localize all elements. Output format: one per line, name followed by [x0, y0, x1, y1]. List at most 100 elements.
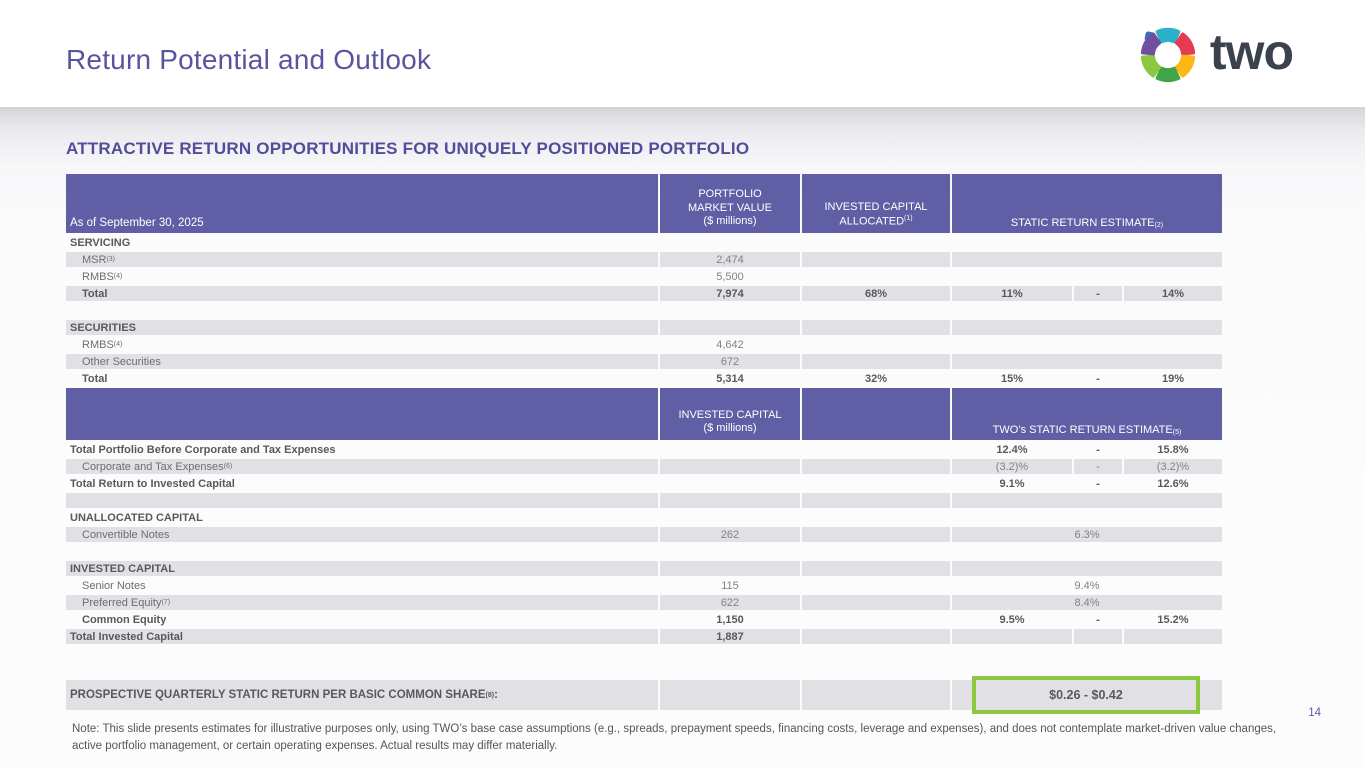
portfolio-table: As of September 30, 2025 PORTFOLIO MARKE…: [66, 174, 1222, 714]
cell-capital-allocated: [802, 595, 950, 610]
header2-empty-label: [66, 388, 658, 440]
prospective-label: PROSPECTIVE QUARTERLY STATIC RETURN PER …: [66, 680, 658, 710]
table-row: RMBS (4) 4,642: [66, 337, 1222, 352]
row-label: Total Invested Capital: [66, 629, 658, 644]
cell-static-return: 15% -19%: [1000, 372, 1185, 385]
cell-market-value: 5,314: [716, 372, 744, 385]
table-row: Total Invested Capital 1,887: [66, 629, 1222, 644]
prospective-empty-mv: [660, 680, 800, 710]
table-row: Convertible Notes 262 6.3%: [66, 527, 1222, 542]
row-label: MSR (3): [66, 252, 658, 267]
cell-market-value: 622: [660, 595, 800, 610]
row-label: SECURITIES: [66, 320, 658, 335]
row-label: Total Return to Invested Capital: [70, 477, 235, 490]
cell-static-return: (3.2)% - (3.2)%: [952, 459, 1222, 474]
cell-static-return: [952, 337, 1222, 352]
cell-static-return: [952, 510, 1222, 525]
cell-market-value: 5,500: [716, 270, 744, 283]
cell-capital-allocated: [802, 252, 950, 267]
row-label: [66, 544, 658, 559]
cell-capital-allocated: [802, 646, 950, 661]
table-spacer-row: [66, 646, 1222, 661]
cell-static-return: [952, 646, 1222, 661]
cell-capital-allocated: [802, 354, 950, 369]
section-heading: ATTRACTIVE RETURN OPPORTUNITIES FOR UNIQ…: [66, 139, 750, 158]
cell-static-return: 9.4%: [1074, 579, 1100, 592]
row-label: Common Equity: [82, 613, 167, 626]
table-row: Total 5,314 32% 15% -19%: [66, 371, 1222, 386]
table-row: Other Securities 672: [66, 354, 1222, 369]
row-label: Total: [82, 372, 108, 385]
table-row: Total 7,974 68% 11% -14%: [66, 286, 1222, 301]
cell-capital-allocated: [802, 476, 950, 491]
cell-static-return: [952, 252, 1222, 267]
cell-static-return: 6.3%: [952, 527, 1222, 542]
cell-market-value: [660, 320, 800, 335]
row-label: Senior Notes: [82, 579, 146, 592]
table-row: Total Return to Invested Capital 9.1% -12.…: [66, 476, 1222, 491]
table-row: Senior Notes 115 9.4%: [66, 578, 1222, 593]
cell-market-value: 2,474: [660, 252, 800, 267]
cell-capital-allocated: [802, 235, 950, 250]
highlight-box: $0.26 - $0.42: [972, 676, 1200, 714]
prospective-row: PROSPECTIVE QUARTERLY STATIC RETURN PER …: [66, 676, 1222, 714]
footnote: Note: This slide presents estimates for …: [72, 723, 1277, 752]
row-label: RMBS (4): [82, 270, 123, 283]
row-label: [66, 646, 658, 661]
prospective-value: $0.26 - $0.42: [1049, 688, 1123, 702]
row-label: [66, 303, 658, 318]
slide-header: Return Potential and Outlook two: [0, 0, 1365, 107]
cell-static-return: [952, 269, 1222, 284]
cell-market-value: [660, 561, 800, 576]
cell-static-return: [952, 629, 1222, 644]
prospective-empty-alloc: [802, 680, 950, 710]
cell-static-return: [952, 303, 1222, 318]
row-label: Total: [66, 286, 658, 301]
row-label: UNALLOCATED CAPITAL: [70, 511, 203, 524]
cell-capital-allocated: [802, 578, 950, 593]
table-spacer-row: [66, 303, 1222, 318]
cell-static-return: 8.4%: [952, 595, 1222, 610]
row-label: INVESTED CAPITAL: [66, 561, 658, 576]
table-row: SERVICING: [66, 235, 1222, 250]
cell-capital-allocated: [802, 303, 950, 318]
cell-static-return: 9.5% -15.2%: [999, 613, 1189, 626]
page-number: 14: [1308, 707, 1321, 719]
cell-market-value: [660, 235, 800, 250]
table-row: Corporate and Tax Expenses (6) (3.2)% - (3.2…: [66, 459, 1222, 474]
table-rows-1: SERVICING MSR (3) 2,474 RMBS (4) 5,500 Total 7,9…: [66, 235, 1222, 386]
cell-capital-allocated: [802, 269, 950, 284]
cell-market-value: [660, 476, 800, 491]
as-of-date: As of September 30, 2025: [70, 217, 204, 229]
table-row: UNALLOCATED CAPITAL: [66, 510, 1222, 525]
cell-market-value: [660, 544, 800, 559]
cell-capital-allocated: 68%: [802, 286, 950, 301]
cell-market-value: 4,642: [716, 338, 744, 351]
table-spacer-row: [66, 544, 1222, 559]
row-label: Other Securities: [66, 354, 658, 369]
cell-capital-allocated: [802, 612, 950, 627]
page-title: Return Potential and Outlook: [66, 44, 432, 75]
cell-capital-allocated: [802, 320, 950, 335]
table-row: MSR (3) 2,474: [66, 252, 1222, 267]
cell-static-return: [952, 354, 1222, 369]
cell-market-value: [660, 493, 800, 508]
cell-static-return: [952, 544, 1222, 559]
cell-market-value: 1,887: [660, 629, 800, 644]
header-date-cell: As of September 30, 2025: [66, 174, 658, 233]
cell-capital-allocated: [802, 561, 950, 576]
prospective-value-cell: $0.26 - $0.42: [952, 676, 1222, 714]
row-label: Corporate and Tax Expenses (6): [66, 459, 658, 474]
table-rows-2: Total Portfolio Before Corporate and Tax…: [66, 442, 1222, 661]
header-invested-capital-allocated: INVESTED CAPITAL ALLOCATED(1): [802, 174, 950, 233]
cell-market-value: [660, 442, 800, 457]
table-row: RMBS (4) 5,500: [66, 269, 1222, 284]
cell-capital-allocated: [802, 459, 950, 474]
header2-twos-static-return-estimate: TWO’s STATIC RETURN ESTIMATE (5): [952, 388, 1222, 440]
cell-market-value: 7,974: [660, 286, 800, 301]
cell-market-value: 1,150: [716, 613, 744, 626]
header-static-return-estimate: STATIC RETURN ESTIMATE (2): [952, 174, 1222, 233]
header2-empty-mid: [802, 388, 950, 440]
header2-invested-capital: INVESTED CAPITAL ($ millions): [660, 388, 800, 440]
row-label: Convertible Notes: [66, 527, 658, 542]
